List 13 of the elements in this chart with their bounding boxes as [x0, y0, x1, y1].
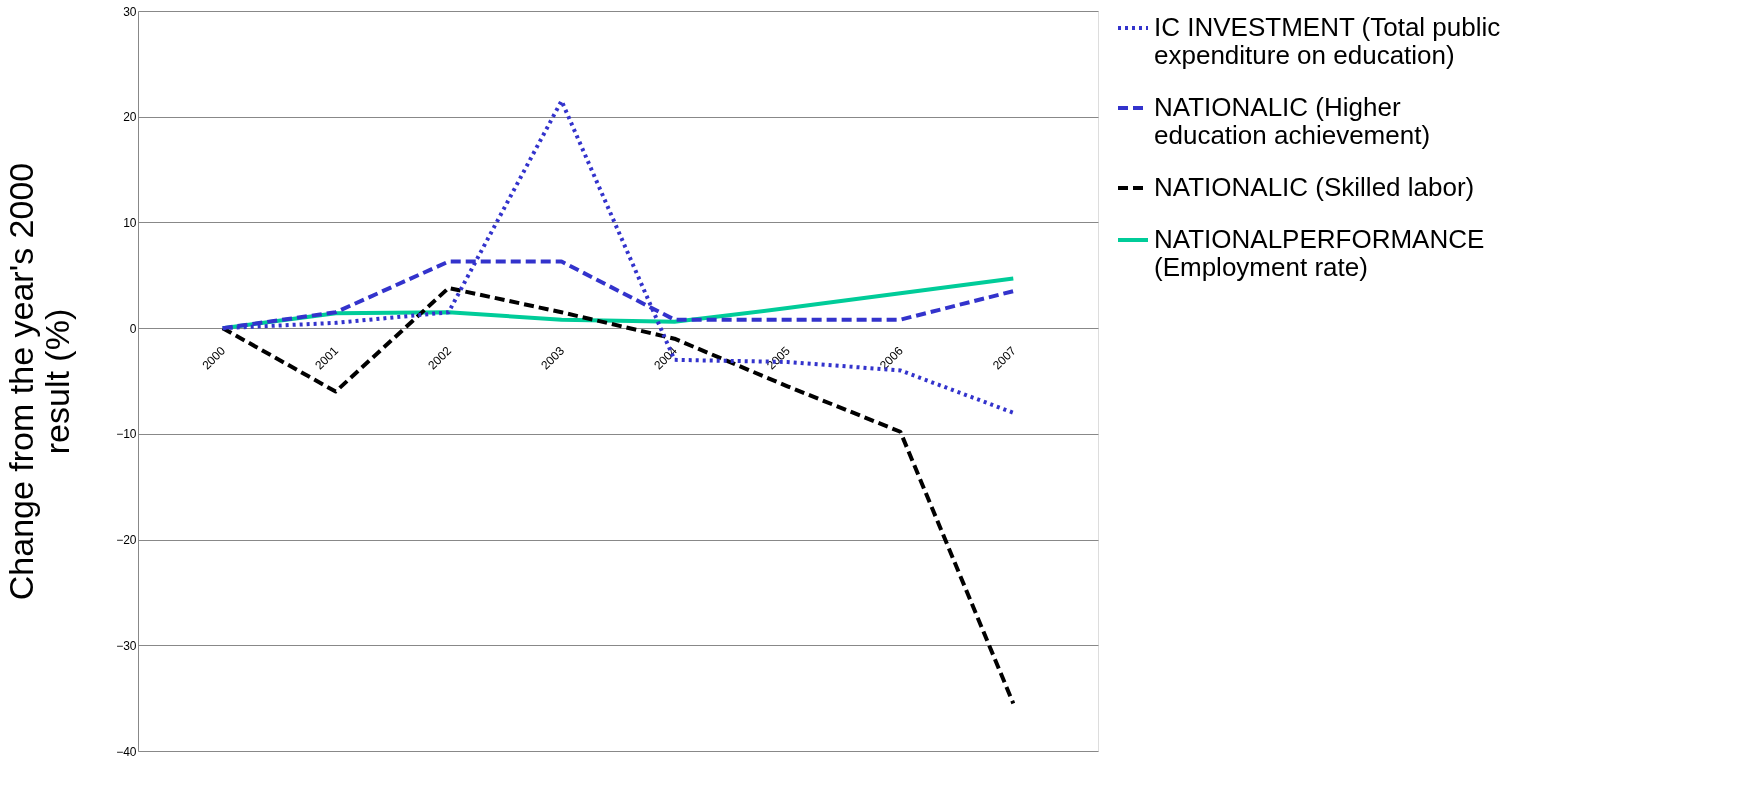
legend-label: IC INVESTMENT (Total public expenditure on education) — [1154, 12, 1501, 70]
y-axis-title: Change from the year's 2000 result (%) — [2, 162, 77, 601]
y-tick-label: 0 — [129, 321, 137, 336]
y-tick-label: −40 — [116, 744, 137, 759]
y-tick-label: −20 — [116, 533, 137, 548]
y-tick-label: −30 — [116, 638, 137, 653]
legend-label: NATIONALIC (Higher education achievement) — [1154, 92, 1431, 150]
y-tick-label: −10 — [116, 427, 137, 442]
y-tick-label: 20 — [123, 110, 137, 125]
y-tick-label: 10 — [123, 215, 137, 230]
legend-label: NATIONALIC (Skilled labor) — [1154, 172, 1475, 202]
legend-label: NATIONALPERFORMANCE (Employment rate) — [1154, 224, 1485, 282]
y-tick-label: 30 — [123, 4, 137, 19]
